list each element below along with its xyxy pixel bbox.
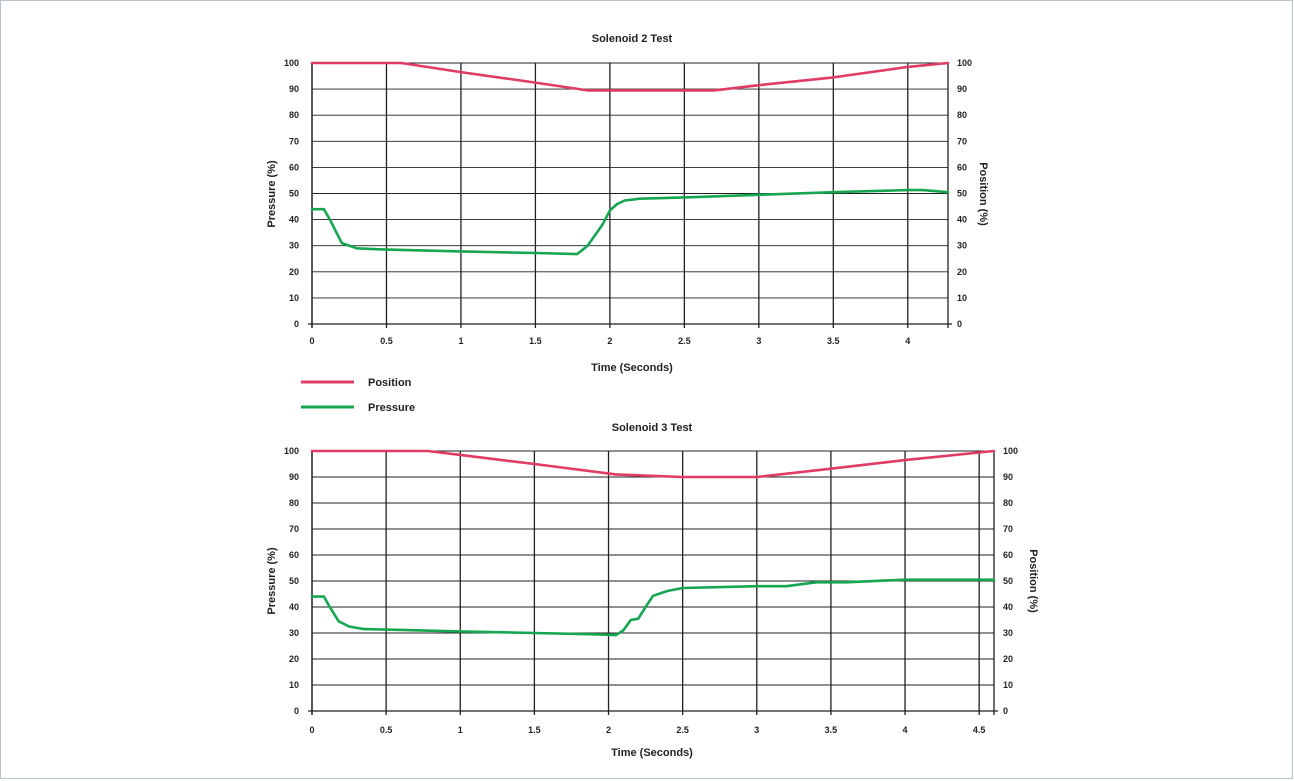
x-axis-label: Time (Seconds) <box>611 747 693 759</box>
y-tick-label-left: 20 <box>289 654 299 664</box>
y-axis-label-left: Pressure (%) <box>266 160 278 228</box>
y-tick-label-right: 80 <box>1003 498 1013 508</box>
y-tick-label-left: 90 <box>289 84 299 94</box>
y-tick-label-left: 60 <box>289 162 299 172</box>
x-tick-label: 2.5 <box>678 336 691 346</box>
chart-title: Solenoid 3 Test <box>612 422 693 434</box>
y-tick-label-left: 60 <box>289 550 299 560</box>
y-tick-label-right: 50 <box>1003 576 1013 586</box>
x-tick-label: 2.5 <box>676 725 689 735</box>
y-tick-label-left: 80 <box>289 110 299 120</box>
y-tick-label-right: 50 <box>957 189 967 199</box>
x-tick-label: 1.5 <box>529 336 542 346</box>
x-tick-label: 4 <box>905 336 910 346</box>
chart-solenoid-3-test: Solenoid 3 Test Time (Seconds) Pressure … <box>266 422 1039 759</box>
y-tick-label-left: 0 <box>294 319 299 329</box>
y-tick-label-left: 70 <box>289 136 299 146</box>
x-axis-label: Time (Seconds) <box>591 362 673 374</box>
x-tick-label: 3.5 <box>825 725 838 735</box>
x-tick-label: 0.5 <box>380 336 393 346</box>
y-axis-label-left: Pressure (%) <box>266 547 278 615</box>
y-tick-label-left: 90 <box>289 472 299 482</box>
y-tick-label-right: 100 <box>957 58 972 68</box>
x-tick-label: 1 <box>458 336 463 346</box>
y-tick-label-right: 30 <box>1003 628 1013 638</box>
series-line-pressure <box>310 578 996 637</box>
legend: Position Pressure <box>301 377 415 414</box>
y-tick-label-right: 40 <box>1003 602 1013 612</box>
x-tick-label: 2 <box>607 336 612 346</box>
y-tick-label-left: 10 <box>289 680 299 690</box>
y-tick-label-right: 90 <box>1003 472 1013 482</box>
y-tick-label-right: 0 <box>957 319 962 329</box>
y-tick-label-right: 60 <box>957 162 967 172</box>
x-tick-label: 3.5 <box>827 336 840 346</box>
chart-title: Solenoid 2 Test <box>592 33 673 45</box>
y-tick-label-left: 10 <box>289 293 299 303</box>
y-tick-label-right: 70 <box>957 136 967 146</box>
x-tick-label: 0.5 <box>380 725 393 735</box>
y-tick-label-left: 30 <box>289 241 299 251</box>
y-tick-label-left: 0 <box>294 706 299 716</box>
series-line-position <box>310 449 996 479</box>
legend-label-position: Position <box>368 377 412 389</box>
y-tick-label-left: 50 <box>289 189 299 199</box>
x-tick-label: 3 <box>756 336 761 346</box>
y-tick-label-left: 30 <box>289 628 299 638</box>
y-tick-label-left: 80 <box>289 498 299 508</box>
y-tick-label-left: 50 <box>289 576 299 586</box>
series-line-pressure <box>310 188 950 256</box>
x-tick-label: 1 <box>458 725 463 735</box>
y-tick-label-right: 60 <box>1003 550 1013 560</box>
y-tick-label-left: 20 <box>289 267 299 277</box>
y-tick-label-left: 40 <box>289 602 299 612</box>
y-tick-label-right: 90 <box>957 84 967 94</box>
x-tick-label: 4 <box>903 725 908 735</box>
x-tick-label: 0 <box>309 336 314 346</box>
y-tick-label-left: 100 <box>284 58 299 68</box>
y-tick-label-right: 30 <box>957 241 967 251</box>
x-tick-label: 0 <box>309 725 314 735</box>
x-tick-label: 3 <box>754 725 759 735</box>
y-tick-label-right: 10 <box>1003 680 1013 690</box>
y-tick-label-right: 70 <box>1003 524 1013 534</box>
y-tick-label-right: 100 <box>1003 446 1018 456</box>
y-tick-label-left: 70 <box>289 524 299 534</box>
y-tick-label-right: 20 <box>1003 654 1013 664</box>
y-tick-label-right: 80 <box>957 110 967 120</box>
y-axis-label-right: Position (%) <box>1027 549 1039 613</box>
x-tick-label: 2 <box>606 725 611 735</box>
chart-solenoid-2-test: Solenoid 2 Test Time (Seconds) Pressure … <box>266 33 989 374</box>
series-line-position <box>310 61 950 92</box>
y-tick-label-right: 10 <box>957 293 967 303</box>
y-axis-label-right: Position (%) <box>977 162 989 226</box>
y-tick-label-right: 20 <box>957 267 967 277</box>
y-tick-label-left: 100 <box>284 446 299 456</box>
x-tick-label: 4.5 <box>973 725 986 735</box>
y-tick-label-right: 0 <box>1003 706 1008 716</box>
legend-label-pressure: Pressure <box>368 402 415 414</box>
x-tick-label: 1.5 <box>528 725 541 735</box>
y-tick-label-right: 40 <box>957 215 967 225</box>
y-tick-label-left: 40 <box>289 215 299 225</box>
